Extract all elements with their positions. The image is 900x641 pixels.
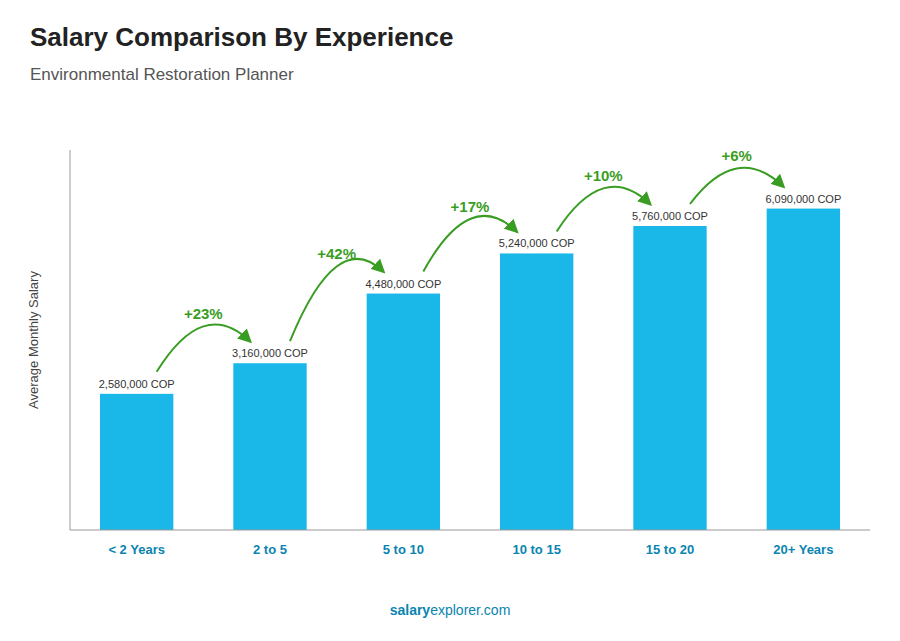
change-arrow: [157, 324, 250, 371]
x-tick-label: 2 to 5: [253, 542, 287, 557]
data-label: 3,160,000 COP: [232, 347, 308, 359]
bar: [233, 363, 306, 530]
x-tick-label: < 2 Years: [108, 542, 165, 557]
x-tick-label: 20+ Years: [773, 542, 833, 557]
bar: [767, 209, 840, 530]
change-arrow: [557, 187, 650, 232]
footer: salaryexplorer.com: [390, 602, 511, 618]
change-label: +42%: [317, 245, 356, 262]
bars: [100, 209, 840, 530]
bar: [367, 294, 440, 530]
change-arrow: [290, 259, 383, 341]
chart-svg: Salary Comparison By Experience Environme…: [0, 0, 900, 641]
change-arrow: [690, 168, 783, 204]
change-label: +6%: [721, 147, 751, 164]
data-label: 5,760,000 COP: [632, 210, 708, 222]
data-label: 2,580,000 COP: [99, 378, 175, 390]
x-tick-label: 15 to 20: [646, 542, 694, 557]
x-tick-label: 5 to 10: [383, 542, 424, 557]
title: Salary Comparison By Experience: [30, 22, 453, 52]
footer-part: explorer.com: [430, 602, 510, 618]
data-label: 4,480,000 COP: [365, 278, 441, 290]
data-label: 6,090,000 COP: [765, 193, 841, 205]
bar: [500, 253, 573, 530]
chart-container: Salary Comparison By Experience Environme…: [0, 0, 900, 641]
y-axis-label: Average Monthly Salary: [26, 271, 41, 409]
data-label: 5,240,000 COP: [499, 237, 575, 249]
subtitle: Environmental Restoration Planner: [30, 65, 294, 84]
y-axis-line: [70, 150, 71, 530]
change-arrow: [423, 216, 516, 272]
footer-part: salary: [390, 602, 431, 618]
bar: [100, 394, 173, 530]
change-label: +17%: [451, 198, 490, 215]
bar: [633, 226, 706, 530]
change-label: +23%: [184, 305, 223, 322]
x-tick-label: 10 to 15: [512, 542, 560, 557]
x-axis-line: [70, 530, 870, 531]
change-label: +10%: [584, 167, 623, 184]
